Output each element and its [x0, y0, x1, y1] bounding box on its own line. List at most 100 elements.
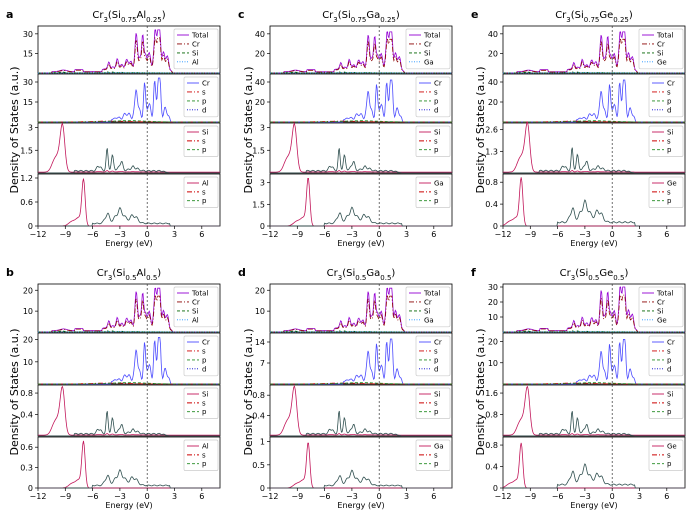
- legend-box: [648, 439, 684, 471]
- y-axis-label-middle-top: Density of States (a.u.): [242, 66, 255, 193]
- panel-letter: a: [6, 8, 13, 21]
- y-tick-label: 3: [260, 179, 265, 188]
- legend-label: s: [202, 137, 206, 145]
- legend-label: Cr: [202, 79, 210, 87]
- y-tick-label: 10: [23, 358, 33, 367]
- y-tick-label: 10: [255, 307, 265, 316]
- series-p: [270, 382, 452, 385]
- series-Cr: [270, 295, 452, 333]
- legend-box: [638, 286, 684, 328]
- x-tick-label: −12: [262, 230, 279, 239]
- x-tick-label: 0: [145, 230, 150, 239]
- x-tick-label: 6: [664, 492, 669, 501]
- legend-label: Cr: [192, 40, 200, 48]
- legend-label: s: [667, 451, 671, 459]
- legend-label: p: [434, 356, 439, 364]
- y-tick-label: 20: [23, 286, 33, 295]
- y-axis-label-middle-bottom: Density of States (a.u.): [242, 328, 255, 455]
- y-tick-label: 40: [255, 78, 265, 87]
- x-tick-label: −6: [319, 492, 331, 501]
- x-axis-label: Energy (eV): [337, 239, 384, 248]
- legend-box: [183, 439, 219, 471]
- x-tick-label: −3: [346, 230, 358, 239]
- x-tick-label: 0: [377, 492, 382, 501]
- legend-label: s: [434, 188, 438, 196]
- legend-label: s: [667, 188, 671, 196]
- y-tick-label: 1.2: [20, 174, 33, 183]
- x-axis-label: Energy (eV): [570, 239, 617, 248]
- legend-label: Si: [434, 390, 440, 398]
- x-tick-label: 6: [431, 492, 436, 501]
- y-tick-label: 40: [488, 30, 498, 39]
- series-p: [270, 120, 452, 123]
- legend-label: Total: [656, 31, 673, 39]
- legend-label: p: [434, 97, 439, 105]
- legend-label: p: [667, 408, 672, 416]
- legend-label: p: [667, 197, 672, 205]
- axes-frame: [502, 122, 686, 174]
- legend-label: Cr: [667, 338, 675, 346]
- legend-label: Si: [192, 49, 198, 57]
- y-tick-label: 0.4: [20, 411, 33, 420]
- y-tick-label: 1.5: [20, 146, 33, 155]
- y-tick-label: 0.4: [485, 463, 498, 472]
- legend-label: Cr: [657, 298, 665, 306]
- series-pdos_s: [503, 385, 685, 436]
- series-pdos_p: [38, 206, 220, 227]
- y-tick-label: 3: [260, 124, 265, 133]
- axes-frame: [269, 384, 453, 437]
- legend-label: Si: [202, 390, 208, 398]
- x-tick-label: 3: [172, 230, 177, 239]
- y-tick-label: 20: [488, 49, 498, 58]
- axes-frame: [37, 384, 221, 437]
- y-tick-label: 0.8: [485, 411, 498, 420]
- series-pdos_p: [38, 148, 220, 174]
- y-tick-label: 0.4: [485, 200, 498, 209]
- series-pdos_p: [38, 411, 220, 437]
- legend-box: [415, 387, 451, 419]
- x-tick-label: −9: [524, 492, 536, 501]
- legend-label: Total: [191, 289, 208, 297]
- legend-label: p: [667, 460, 672, 468]
- legend-label: p: [667, 146, 672, 154]
- y-tick-label: 0.6: [20, 198, 33, 207]
- x-axis-label: Energy (eV): [337, 501, 384, 510]
- x-tick-label: −9: [59, 230, 71, 239]
- series-pdos_p: [270, 206, 452, 227]
- legend-label: p: [434, 460, 439, 468]
- legend-label: s: [434, 451, 438, 459]
- legend-label: Si: [424, 307, 430, 315]
- x-tick-label: −9: [291, 492, 303, 501]
- series-pdos_p: [503, 199, 685, 227]
- legend-label: s: [667, 399, 671, 407]
- y-tick-label: 30: [488, 283, 498, 292]
- legend-label: Si: [434, 128, 440, 136]
- legend-label: Si: [202, 128, 208, 136]
- y-tick-label: 20: [488, 338, 498, 347]
- x-tick-label: 3: [637, 492, 642, 501]
- x-tick-label: −3: [114, 492, 126, 501]
- legend-box: [648, 387, 684, 419]
- x-tick-label: −9: [59, 492, 71, 501]
- x-tick-label: −6: [319, 230, 331, 239]
- legend-label: Cr: [424, 40, 432, 48]
- series-Cr: [38, 295, 220, 333]
- series-pdos_p: [503, 147, 685, 174]
- y-tick-label: 0.8: [485, 178, 498, 187]
